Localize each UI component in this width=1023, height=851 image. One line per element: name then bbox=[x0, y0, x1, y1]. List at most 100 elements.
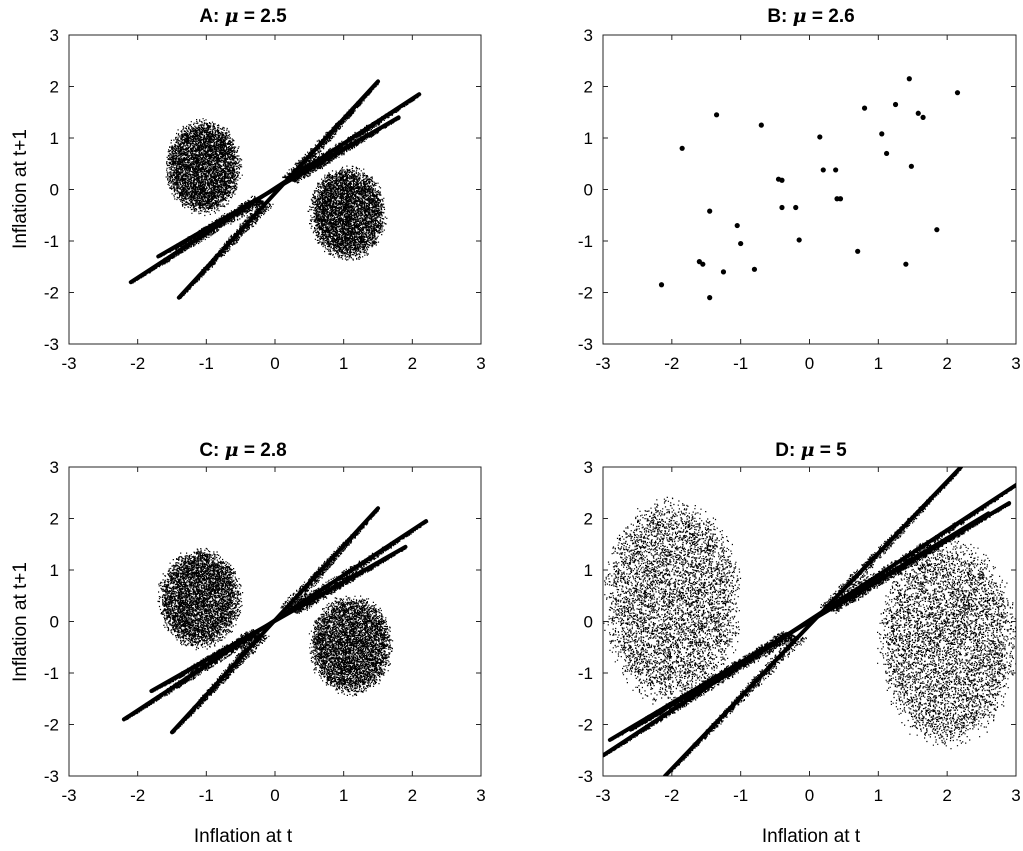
data-point bbox=[751, 266, 758, 272]
x-tick-label: -2 bbox=[664, 786, 679, 805]
panel-c: C: μ = 2.8 -3 -2 -1 0 1 2 3 -3 -2 -1 0 1 2 3 Inflatio… bbox=[10, 439, 486, 847]
y-tick-label: -3 bbox=[44, 767, 59, 786]
y-tick-label: -1 bbox=[44, 232, 59, 251]
data-point bbox=[796, 237, 802, 243]
y-tick-label: 2 bbox=[50, 510, 59, 529]
data-point bbox=[758, 122, 764, 128]
x-tick-label: 0 bbox=[270, 786, 279, 805]
attractor-cloud bbox=[603, 467, 1016, 776]
data-point bbox=[883, 150, 890, 157]
x-tick-label: 0 bbox=[805, 786, 814, 805]
panel-a-y-axis-label: Inflation at t+1 bbox=[10, 129, 31, 249]
data-point bbox=[817, 134, 823, 140]
x-tick-label: 3 bbox=[476, 786, 485, 805]
panel-c-plot-area: -3 -2 -1 0 1 2 3 -3 -2 -1 0 1 2 3 bbox=[44, 458, 486, 805]
attractor-band bbox=[156, 115, 401, 259]
attractor-band bbox=[176, 79, 380, 300]
panel-b-plot-area: -3 -2 -1 0 1 2 3 -3 -2 -1 0 1 2 3 bbox=[578, 26, 1021, 373]
data-point bbox=[713, 112, 720, 118]
y-tick-label: -1 bbox=[578, 232, 593, 251]
attractor-band bbox=[607, 501, 1012, 742]
y-tick-label: -2 bbox=[578, 284, 593, 303]
y-tick-label: 3 bbox=[584, 26, 593, 45]
y-tick-label: 0 bbox=[50, 613, 59, 632]
panel-d-x-axis-label: Inflation at t bbox=[762, 826, 861, 847]
y-tick-label: 3 bbox=[584, 458, 593, 477]
x-tick-label: 2 bbox=[408, 354, 417, 373]
panel-c-y-axis-label: Inflation at t+1 bbox=[10, 562, 31, 682]
x-tick-label: 1 bbox=[874, 354, 883, 373]
data-point bbox=[908, 163, 914, 169]
y-tick-label: 0 bbox=[584, 613, 593, 632]
x-tick-label: 2 bbox=[408, 786, 417, 805]
y-tick-label: 3 bbox=[50, 26, 59, 45]
y-tick-label: -2 bbox=[44, 716, 59, 735]
y-tick-label: 1 bbox=[50, 129, 59, 148]
y-tick-label: 2 bbox=[584, 510, 593, 529]
attractor-band bbox=[149, 544, 408, 694]
data-point bbox=[779, 204, 785, 211]
x-tick-label: -2 bbox=[130, 354, 145, 373]
panel-c-x-axis-label: Inflation at t bbox=[194, 826, 293, 847]
data-point bbox=[879, 131, 885, 137]
y-tick-label: -1 bbox=[578, 664, 593, 683]
y-tick-label: -1 bbox=[44, 664, 59, 683]
y-tick-label: 2 bbox=[50, 78, 59, 97]
x-tick-label: 1 bbox=[874, 786, 883, 805]
attractor-cloud bbox=[121, 506, 429, 735]
x-tick-label: 3 bbox=[476, 354, 485, 373]
y-tick-label: -2 bbox=[44, 284, 59, 303]
x-tick-label: -3 bbox=[595, 786, 610, 805]
data-point bbox=[906, 76, 912, 82]
x-tick-label: 0 bbox=[805, 354, 814, 373]
y-tick-label: 3 bbox=[50, 458, 59, 477]
x-tick-label: -1 bbox=[199, 786, 214, 805]
x-tick-label: 0 bbox=[270, 354, 279, 373]
x-tick-label: -2 bbox=[664, 354, 679, 373]
attractor-points bbox=[130, 80, 422, 300]
panel-a-title: A: μ = 2.5 bbox=[199, 5, 287, 27]
x-tick-label: -3 bbox=[61, 786, 76, 805]
panel-b-title: B: μ = 2.6 bbox=[767, 5, 854, 27]
y-tick-label: -2 bbox=[578, 716, 593, 735]
y-tick-label: 0 bbox=[50, 181, 59, 200]
data-point bbox=[915, 110, 921, 116]
data-point bbox=[934, 227, 940, 233]
attractor-points bbox=[603, 467, 1016, 776]
data-point bbox=[707, 208, 713, 214]
x-tick-label: 2 bbox=[942, 786, 951, 805]
data-point bbox=[720, 269, 727, 275]
axes-frame bbox=[602, 34, 1017, 345]
x-tick-label: -2 bbox=[130, 786, 145, 805]
y-tick-label: 1 bbox=[584, 561, 593, 580]
data-point bbox=[779, 177, 785, 183]
y-tick-label: 0 bbox=[584, 181, 593, 200]
data-point bbox=[700, 261, 706, 267]
x-tick-label: -1 bbox=[733, 354, 748, 373]
y-tick-label: 1 bbox=[50, 561, 59, 580]
attractor-points bbox=[123, 507, 429, 734]
panel-a-plot-area: -3 -2 -1 0 1 2 3 -3 -2 -1 0 1 2 3 bbox=[44, 26, 486, 373]
data-point bbox=[820, 167, 826, 173]
y-tick-label: -3 bbox=[44, 335, 59, 354]
x-tick-label: -3 bbox=[61, 354, 76, 373]
y-tick-label: 1 bbox=[584, 129, 593, 148]
panel-d-title: D: μ = 5 bbox=[775, 439, 847, 461]
panel-b: B: μ = 2.6 -3 -2 -1 0 1 2 3 -3 -2 -1 0 1 2 3 bbox=[578, 5, 1021, 373]
data-point bbox=[707, 295, 713, 301]
data-point bbox=[833, 167, 839, 173]
data-point bbox=[738, 240, 744, 247]
data-point bbox=[793, 204, 799, 211]
data-point bbox=[920, 114, 926, 120]
y-tick-label: -3 bbox=[578, 767, 593, 786]
x-tick-label: 3 bbox=[1011, 354, 1020, 373]
data-point bbox=[861, 105, 868, 111]
attractor-cloud bbox=[128, 79, 422, 300]
data-point bbox=[855, 248, 861, 254]
x-tick-label: 1 bbox=[339, 786, 348, 805]
data-point bbox=[954, 90, 961, 96]
panel-a: A: μ = 2.5 -3 -2 -1 0 1 2 3 -3 -2 -1 0 1 2 3 Inflatio… bbox=[10, 5, 486, 373]
x-tick-label: -1 bbox=[733, 786, 748, 805]
x-tick-label: 2 bbox=[942, 354, 951, 373]
panel-d-plot-area: -3 -2 -1 0 1 2 3 -3 -2 -1 0 1 2 3 bbox=[578, 458, 1021, 805]
